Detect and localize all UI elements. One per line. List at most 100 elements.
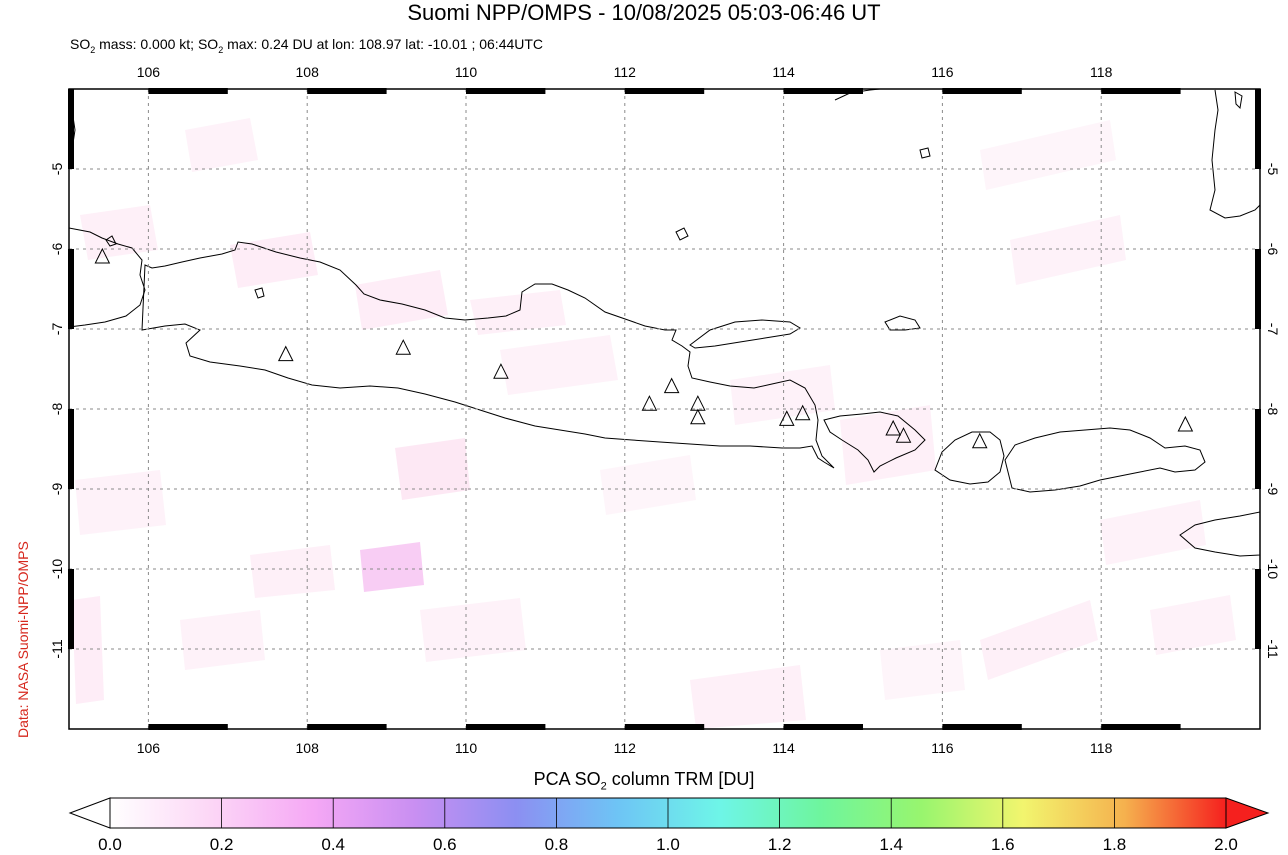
colorbar-tick-label: 1.6 bbox=[991, 835, 1015, 854]
volcano-icon bbox=[794, 404, 811, 421]
so2-pixel bbox=[420, 598, 526, 662]
frame-bar-top bbox=[783, 88, 863, 94]
lat-label-left: -6 bbox=[49, 243, 65, 256]
so2-pixel bbox=[230, 232, 318, 288]
colorbar: 0.0 0.2 0.4 0.6 0.8 1.0 1.2 1.4 1.6 1.8 2.0 bbox=[68, 797, 1270, 854]
so2-pixel bbox=[470, 290, 566, 335]
gridlines bbox=[69, 89, 1260, 729]
lat-label-left: -5 bbox=[49, 163, 65, 176]
lon-label-bottom: 108 bbox=[296, 740, 320, 756]
so2-pixel bbox=[395, 438, 470, 500]
volcano-icon bbox=[690, 408, 706, 425]
colorbar-tick-label: 0.2 bbox=[210, 835, 234, 854]
subtitle-part: SO bbox=[70, 36, 91, 52]
lat-label-right: -10 bbox=[1265, 559, 1281, 579]
lat-label-left: -9 bbox=[49, 483, 65, 496]
frame-ticks bbox=[68, 88, 1261, 730]
so2-pixel bbox=[840, 405, 936, 485]
volcano-icon bbox=[895, 427, 912, 443]
volcano-icon bbox=[641, 395, 658, 411]
lon-label-top: 116 bbox=[931, 64, 954, 80]
lat-label-left: -11 bbox=[49, 639, 65, 658]
so2-summary: SO2 mass: 0.000 kt; SO2 max: 0.24 DU at … bbox=[70, 35, 543, 59]
lat-labels-left: -5 -6 -7 -8 -9 -10 -11 bbox=[49, 163, 65, 659]
colorbar-tick-label: 0.4 bbox=[321, 835, 345, 854]
frame-bar-top bbox=[942, 88, 1022, 94]
colorbar-min-arrow bbox=[68, 797, 111, 829]
frame-bar-top bbox=[466, 88, 546, 94]
bali-coast bbox=[823, 411, 926, 473]
sumba-coast bbox=[1179, 511, 1260, 557]
frame-bar-top bbox=[307, 88, 387, 94]
subtitle-subscript: 2 bbox=[90, 44, 96, 55]
colorbar-tick-label: 1.0 bbox=[656, 835, 680, 854]
so2-pixel bbox=[730, 365, 835, 425]
lat-label-right: -8 bbox=[1265, 403, 1281, 416]
so2-pixels bbox=[72, 118, 1236, 729]
lon-labels-top: 106 108 110 112 114 116 118 bbox=[137, 64, 1113, 80]
colorbar-title: PCA SO2 column TRM [DU] bbox=[0, 768, 1288, 798]
colorbar-title-part: column TRM [DU] bbox=[606, 769, 755, 789]
so2-pixel bbox=[250, 545, 335, 598]
frame-bar-bottom bbox=[783, 724, 863, 730]
frame-bar-bottom bbox=[624, 724, 705, 730]
page-title: Suomi NPP/OMPS - 10/08/2025 05:03-06:46 … bbox=[407, 0, 881, 25]
frame-bar-bottom bbox=[1101, 724, 1181, 730]
frame-bar-top bbox=[1101, 88, 1181, 94]
frame-bar-left bbox=[68, 89, 74, 169]
sumbawa-coast bbox=[1004, 427, 1206, 493]
lat-label-left: -10 bbox=[49, 559, 65, 579]
frame-bar-right bbox=[1255, 409, 1261, 489]
colorbar-ticks: 0.0 0.2 0.4 0.6 0.8 1.0 1.2 1.4 1.6 1.8 2.0 bbox=[98, 798, 1238, 854]
subtitle-part: max: 0.24 DU at lon: 108.97 lat: -10.01 … bbox=[223, 36, 544, 52]
data-credit-text: Data: NASA Suomi-NPP/OMPS bbox=[15, 541, 31, 738]
coastlines bbox=[69, 89, 1260, 557]
madura-coast bbox=[689, 319, 801, 349]
so2-pixel bbox=[1100, 500, 1206, 565]
volcano-icon bbox=[277, 345, 294, 362]
lon-labels-bottom: 106 108 110 112 114 116 118 bbox=[137, 740, 1113, 756]
lon-label-top: 108 bbox=[296, 64, 320, 80]
so2-pixel bbox=[980, 120, 1116, 190]
so2-map: 106 108 110 112 114 116 118 106 108 110 112 114 116… bbox=[49, 64, 1281, 756]
so2-pixel bbox=[980, 600, 1098, 680]
lon-label-bottom: 110 bbox=[455, 740, 478, 756]
lon-label-top: 112 bbox=[614, 64, 637, 80]
lat-label-right: -6 bbox=[1265, 243, 1281, 256]
frame-bar-bottom bbox=[466, 724, 546, 730]
colorbar-tick-label: 1.8 bbox=[1103, 835, 1127, 854]
colorbar-tick-label: 1.4 bbox=[879, 835, 903, 854]
colorbar-tick-label: 0.8 bbox=[545, 835, 569, 854]
subtitle-part: mass: 0.000 kt; SO bbox=[95, 36, 219, 52]
so2-pixel bbox=[600, 455, 696, 515]
lon-label-top: 118 bbox=[1090, 64, 1113, 80]
frame-bar-top bbox=[624, 88, 705, 94]
lat-labels-right: -5 -6 -7 -8 -9 -10 -11 bbox=[1265, 163, 1281, 659]
subtitle-subscript: 2 bbox=[218, 44, 224, 55]
frame-bar-bottom bbox=[307, 724, 387, 730]
volcano-icon bbox=[663, 377, 680, 394]
volcano-icon bbox=[1177, 415, 1194, 432]
volcano-icon bbox=[395, 339, 412, 355]
colorbar-max-arrow bbox=[1225, 797, 1270, 829]
lon-label-bottom: 112 bbox=[614, 740, 637, 756]
volcano-icon bbox=[885, 419, 901, 436]
volcano-icon bbox=[778, 410, 795, 426]
frame-bar-top bbox=[148, 88, 228, 94]
frame-bar-left bbox=[68, 569, 74, 649]
frame-bar-right bbox=[1255, 569, 1261, 649]
frame-bar-right bbox=[1255, 249, 1261, 329]
volcano-icon bbox=[971, 432, 988, 449]
colorbar-title-part: PCA SO bbox=[533, 769, 601, 789]
so2-pixel bbox=[180, 610, 265, 670]
so2-pixel bbox=[360, 542, 424, 592]
frame-bar-bottom bbox=[148, 724, 228, 730]
lon-label-bottom: 106 bbox=[137, 740, 161, 756]
lon-label-top: 106 bbox=[137, 64, 161, 80]
lon-label-bottom: 118 bbox=[1090, 740, 1113, 756]
frame-bar-left bbox=[68, 249, 74, 329]
so2-pixel bbox=[1150, 595, 1236, 655]
frame-bar-right bbox=[1255, 89, 1261, 169]
colorbar-tick-label: 0.0 bbox=[98, 835, 122, 854]
so2-pixel bbox=[72, 596, 104, 704]
